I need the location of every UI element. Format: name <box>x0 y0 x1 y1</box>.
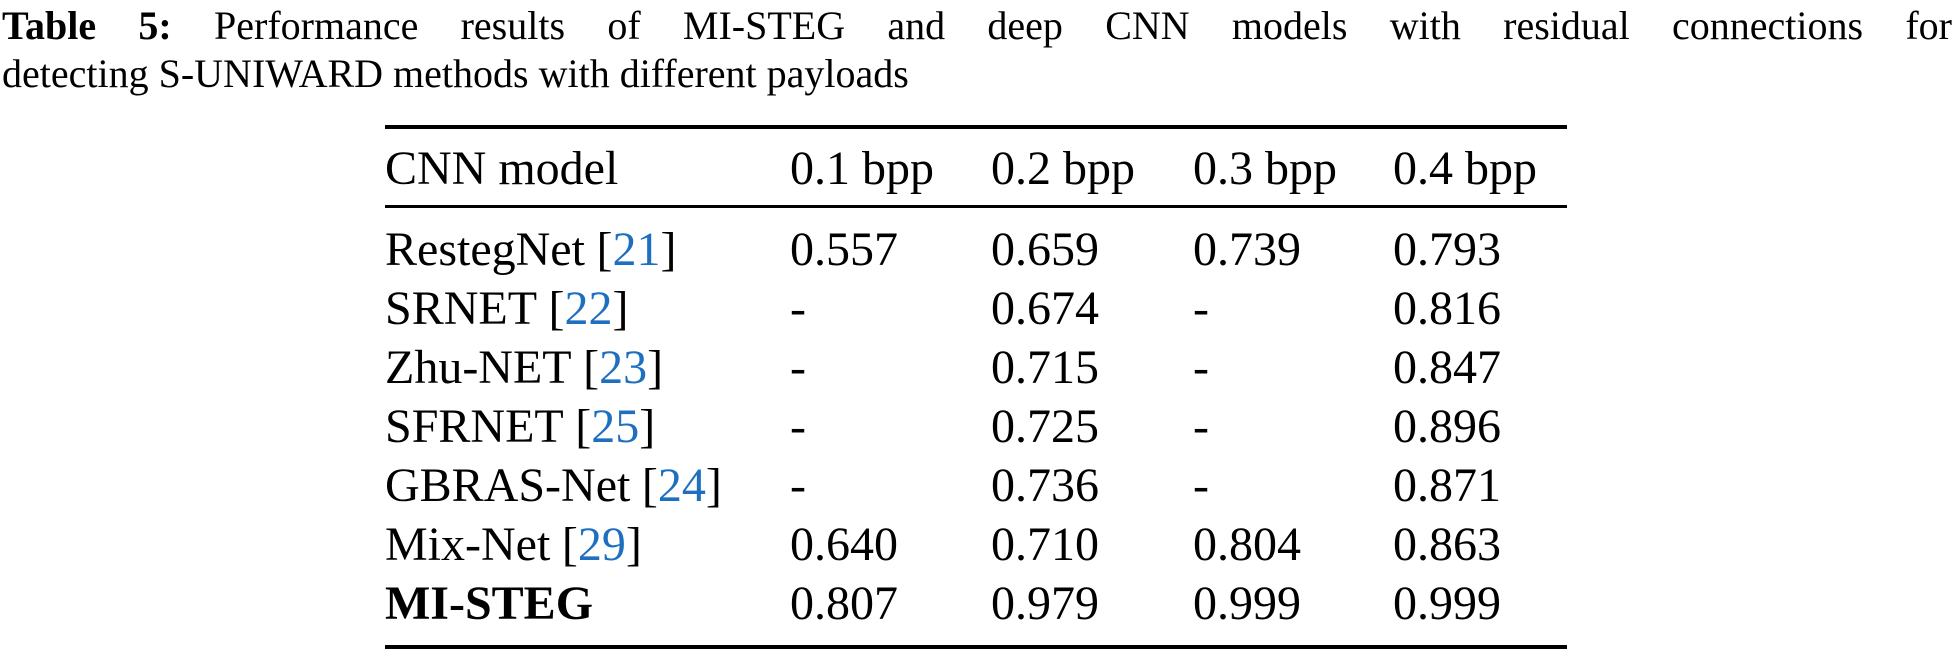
citation-bracket-open: [ <box>575 400 592 453</box>
value-cell-02bpp: 0.979 <box>991 577 1099 630</box>
value-cell-02bpp: 0.715 <box>991 341 1099 394</box>
table-row-sfrnet: SFRNET [25] - 0.725 - 0.896 <box>385 397 1567 456</box>
citation-link[interactable]: 21 <box>612 223 661 276</box>
model-cell: RestegNet [21] <box>385 220 790 279</box>
citation-bracket-open: [ <box>596 223 613 276</box>
model-cell: Mix-Net [29] <box>385 515 790 574</box>
citation-bracket-close: ] <box>612 282 629 335</box>
citation-bracket-open: [ <box>548 282 565 335</box>
table-row-zhunet: Zhu-NET [23] - 0.715 - 0.847 <box>385 338 1567 397</box>
value-cell-03bpp: 0.739 <box>1193 223 1301 276</box>
citation-bracket-open: [ <box>583 341 600 394</box>
value-cell-01bpp: - <box>790 341 806 394</box>
table-caption: Table 5: Performance results of MI-STEG … <box>2 2 1952 98</box>
value-cell-04bpp: 0.793 <box>1393 223 1501 276</box>
model-name: SFRNET <box>385 400 564 453</box>
model-cell: MI-STEG <box>385 574 790 633</box>
table-row-srnet: SRNET [22] - 0.674 - 0.816 <box>385 279 1567 338</box>
table-row-misteg: MI-STEG 0.807 0.979 0.999 0.999 <box>385 574 1567 633</box>
model-name: GBRAS-Net <box>385 459 631 512</box>
table-body: RestegNet [21] 0.557 0.659 0.739 0.793 SR… <box>385 208 1567 645</box>
header-cell-01bpp: 0.1 bpp <box>790 142 934 195</box>
results-table: CNN model 0.1 bpp 0.2 bpp 0.3 bpp 0.4 bp… <box>385 125 1567 649</box>
value-cell-01bpp: 0.557 <box>790 223 898 276</box>
table-row-restegnet: RestegNet [21] 0.557 0.659 0.739 0.793 <box>385 220 1567 279</box>
value-cell-02bpp: 0.736 <box>991 459 1099 512</box>
value-cell-03bpp: 0.999 <box>1193 577 1301 630</box>
value-cell-02bpp: 0.710 <box>991 518 1099 571</box>
citation-bracket-open: [ <box>641 459 658 512</box>
value-cell-02bpp: 0.659 <box>991 223 1099 276</box>
value-cell-04bpp: 0.816 <box>1393 282 1501 335</box>
table-row-mixnet: Mix-Net [29] 0.640 0.710 0.804 0.863 <box>385 515 1567 574</box>
value-cell-04bpp: 0.847 <box>1393 341 1501 394</box>
header-cell-02bpp: 0.2 bpp <box>991 142 1135 195</box>
citation-bracket-close: ] <box>660 223 677 276</box>
value-cell-04bpp: 0.863 <box>1393 518 1501 571</box>
header-cell-cnn-model: CNN model <box>385 142 619 195</box>
table-header-row: CNN model 0.1 bpp 0.2 bpp 0.3 bpp 0.4 bp… <box>385 129 1567 208</box>
citation: [29] <box>562 518 642 571</box>
citation-link[interactable]: 24 <box>657 459 706 512</box>
citation-bracket-close: ] <box>625 518 642 571</box>
caption-line-2: detecting S-UNIWARD methods with differe… <box>2 51 909 96</box>
value-cell-01bpp: - <box>790 400 806 453</box>
value-cell-01bpp: 0.640 <box>790 518 898 571</box>
table-row-gbrasnet: GBRAS-Net [24] - 0.736 - 0.871 <box>385 456 1567 515</box>
model-name: Zhu-NET <box>385 341 572 394</box>
model-cell: SFRNET [25] <box>385 397 790 456</box>
value-cell-04bpp: 0.999 <box>1393 577 1501 630</box>
model-cell: SRNET [22] <box>385 279 790 338</box>
citation-bracket-close: ] <box>639 400 656 453</box>
citation-link[interactable]: 25 <box>591 400 640 453</box>
model-name: RestegNet <box>385 223 585 276</box>
model-name: SRNET <box>385 282 538 335</box>
citation-link[interactable]: 23 <box>599 341 648 394</box>
value-cell-04bpp: 0.896 <box>1393 400 1501 453</box>
value-cell-02bpp: 0.674 <box>991 282 1099 335</box>
citation: [23] <box>583 341 663 394</box>
value-cell-02bpp: 0.725 <box>991 400 1099 453</box>
header-cell-03bpp: 0.3 bpp <box>1193 142 1337 195</box>
value-cell-04bpp: 0.871 <box>1393 459 1501 512</box>
value-cell-03bpp: - <box>1193 282 1209 335</box>
value-cell-03bpp: 0.804 <box>1193 518 1301 571</box>
value-cell-03bpp: - <box>1193 459 1209 512</box>
caption-line-1: Table 5: Performance results of MI-STEG … <box>2 2 1952 50</box>
value-cell-03bpp: - <box>1193 341 1209 394</box>
value-cell-03bpp: - <box>1193 400 1209 453</box>
model-cell: GBRAS-Net [24] <box>385 456 790 515</box>
value-cell-01bpp: - <box>790 282 806 335</box>
citation-bracket-open: [ <box>561 518 578 571</box>
citation-link[interactable]: 29 <box>577 518 626 571</box>
citation: [24] <box>642 459 722 512</box>
value-cell-01bpp: - <box>790 459 806 512</box>
value-cell-01bpp: 0.807 <box>790 577 898 630</box>
caption-text: Performance results of MI-STEG and deep … <box>214 3 1952 48</box>
citation: [25] <box>575 400 655 453</box>
model-name: Mix-Net <box>385 518 551 571</box>
citation: [22] <box>549 282 629 335</box>
citation-bracket-close: ] <box>705 459 722 512</box>
model-name: MI-STEG <box>385 577 594 630</box>
citation-bracket-close: ] <box>647 341 664 394</box>
citation: [21] <box>596 223 676 276</box>
header-cell-04bpp: 0.4 bpp <box>1393 142 1537 195</box>
caption-label: Table 5: <box>2 3 172 48</box>
model-cell: Zhu-NET [23] <box>385 338 790 397</box>
citation-link[interactable]: 22 <box>564 282 613 335</box>
